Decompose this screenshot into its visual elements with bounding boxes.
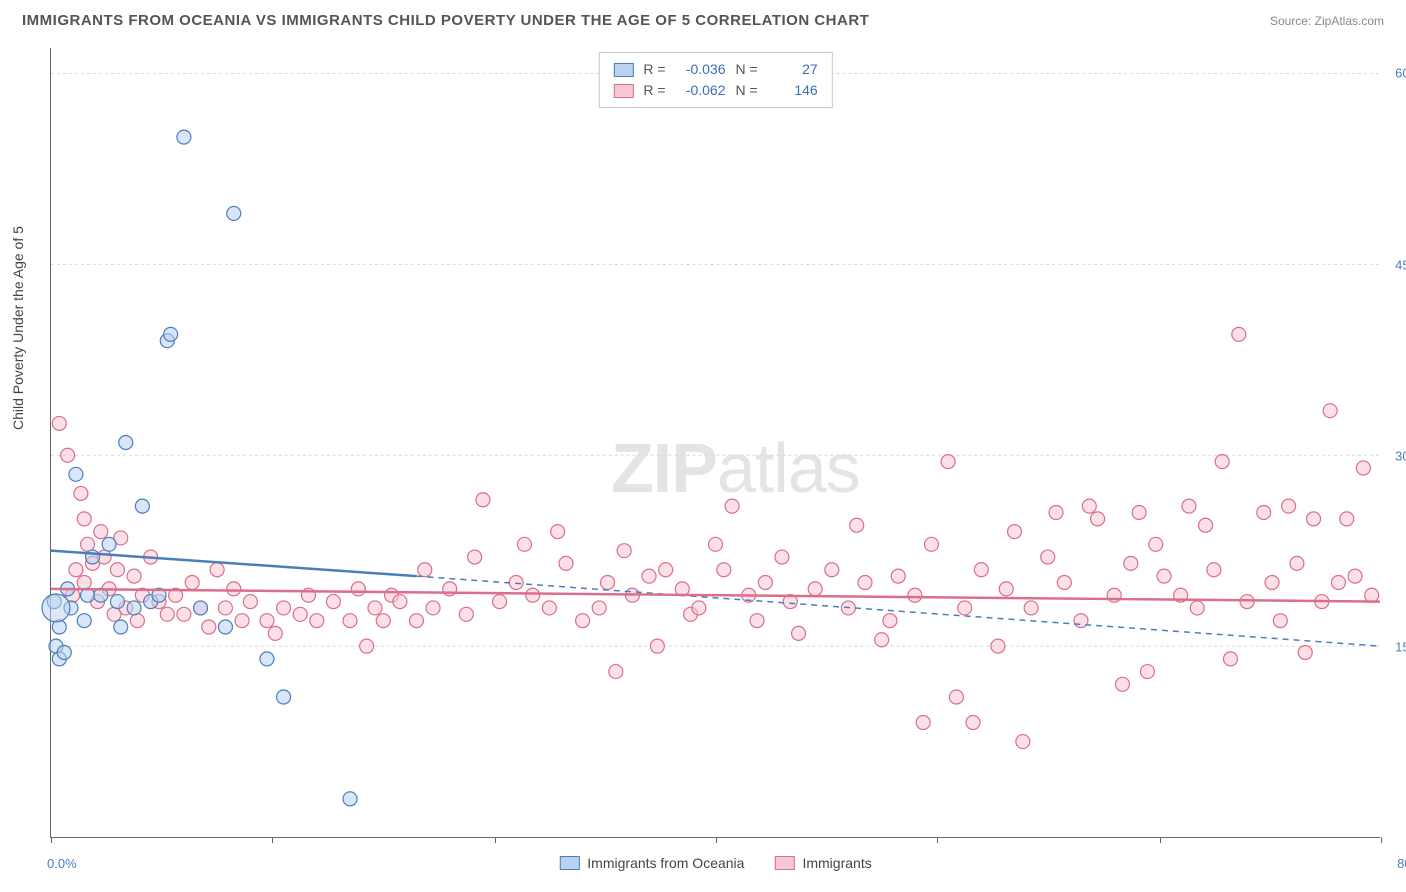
- legend-item: Immigrants from Oceania: [559, 855, 744, 871]
- legend-stat-row: R =-0.036 N =27: [613, 59, 817, 80]
- y-tick-label: 30.0%: [1395, 448, 1406, 463]
- source-label: Source: ZipAtlas.com: [1270, 14, 1384, 28]
- chart-title: IMMIGRANTS FROM OCEANIA VS IMMIGRANTS CH…: [22, 12, 869, 29]
- y-tick-label: 45.0%: [1395, 257, 1406, 272]
- x-tick: [937, 837, 938, 843]
- x-tick: [1160, 837, 1161, 843]
- y-tick-label: 15.0%: [1395, 639, 1406, 654]
- x-tick: [716, 837, 717, 843]
- y-axis-label: Child Poverty Under the Age of 5: [10, 226, 26, 430]
- series-legend: Immigrants from Oceania Immigrants: [559, 855, 871, 871]
- x-tick: [495, 837, 496, 843]
- y-tick-label: 60.0%: [1395, 66, 1406, 81]
- correlation-legend: R =-0.036 N =27 R =-0.062 N =146: [598, 52, 832, 108]
- x-min-label: 0.0%: [47, 856, 77, 871]
- plot-area: ZIPatlas R =-0.036 N =27 R =-0.062 N =14…: [50, 48, 1380, 838]
- x-tick: [51, 837, 52, 843]
- scatter-plot-svg: [51, 48, 1380, 837]
- x-max-label: 80.0%: [1397, 856, 1406, 871]
- legend-item: Immigrants: [774, 855, 871, 871]
- legend-stat-row: R =-0.062 N =146: [613, 80, 817, 101]
- x-tick: [1381, 837, 1382, 843]
- x-tick: [272, 837, 273, 843]
